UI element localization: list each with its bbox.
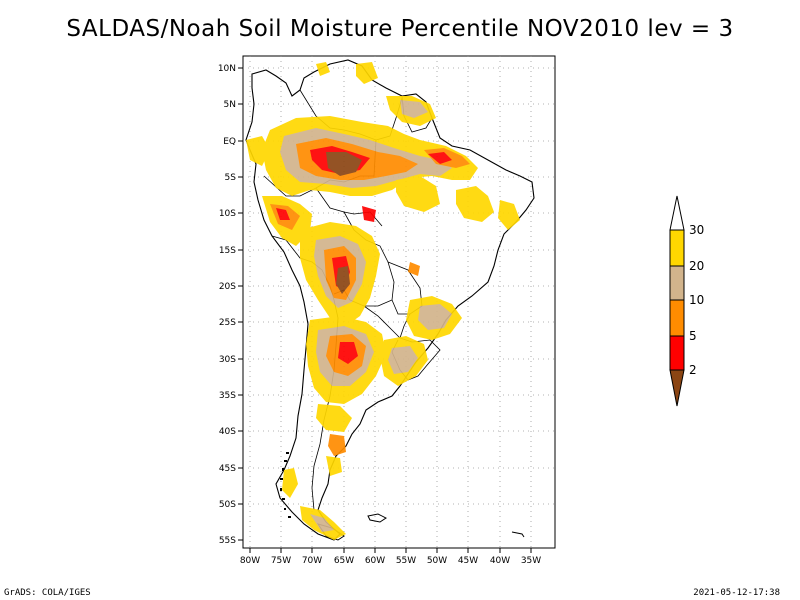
lon-label: 40W	[490, 556, 510, 566]
lat-label: 55S	[219, 536, 236, 546]
timestamp: 2021-05-12-17:38	[693, 588, 780, 598]
lon-label: 70W	[302, 556, 322, 566]
lat-label: 20S	[219, 282, 236, 292]
axis-ticks	[238, 67, 532, 553]
lat-label: 40S	[219, 427, 236, 437]
longitude-labels: 80W 75W 70W 65W 60W 55W 50W 45W 40W 35W	[240, 556, 541, 566]
colorbar-below-2	[669, 369, 685, 407]
colorbar-10-20	[669, 265, 685, 301]
island-south-georgia	[511, 531, 525, 538]
map-title: SALDAS/Noah Soil Moisture Percentile NOV…	[66, 16, 734, 42]
soil-moisture-shading	[246, 62, 520, 540]
lon-label: 80W	[240, 556, 260, 566]
lat-label: 25S	[219, 318, 236, 328]
lat-label: EQ	[223, 137, 236, 147]
colorbar-label: 2	[689, 363, 697, 377]
colorbar-20-30	[669, 229, 685, 267]
lat-label: 5S	[225, 173, 237, 183]
latitude-labels: 10N 5N EQ 5S 10S 15S 20S 25S 30S 35S 40S…	[218, 64, 236, 546]
lat-label: 45S	[219, 464, 236, 474]
colorbar-2-5	[669, 335, 685, 371]
colorbar-labels: 30 20 10 5 2	[689, 223, 704, 377]
lat-label: 5N	[224, 100, 236, 110]
lat-label: 15S	[219, 246, 236, 256]
lat-label: 50S	[219, 500, 236, 510]
lon-label: 35W	[521, 556, 541, 566]
colorbar	[669, 195, 685, 407]
island-falklands	[367, 513, 387, 523]
grads-credit: GrADS: COLA/IGES	[4, 588, 91, 598]
lon-label: 65W	[334, 556, 354, 566]
lat-label: 10N	[218, 64, 236, 74]
lon-label: 55W	[396, 556, 416, 566]
colorbar-label: 5	[689, 329, 697, 343]
colorbar-5-10	[669, 299, 685, 337]
colorbar-label: 30	[689, 223, 704, 237]
colorbar-label: 10	[689, 293, 704, 307]
lon-label: 50W	[427, 556, 447, 566]
lat-label: 30S	[219, 355, 236, 365]
chile-coast-islands	[280, 452, 291, 518]
south-america-outline	[245, 59, 535, 541]
lat-label: 35S	[219, 391, 236, 401]
colorbar-above-30	[669, 195, 685, 231]
lat-label: 10S	[219, 209, 236, 219]
lon-label: 45W	[458, 556, 478, 566]
colorbar-label: 20	[689, 259, 704, 273]
lon-label: 60W	[365, 556, 385, 566]
lon-label: 75W	[271, 556, 291, 566]
